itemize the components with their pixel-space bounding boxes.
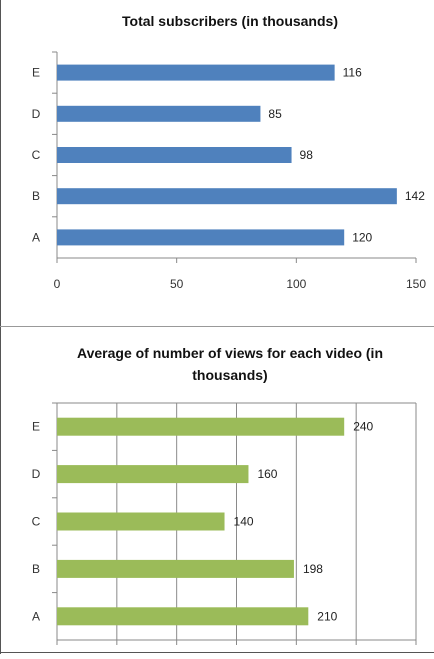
chart-title-line-1: Average of number of views for each vide…	[77, 345, 383, 361]
data-label: 120	[352, 230, 372, 244]
category-label: E	[32, 66, 40, 80]
data-label: 160	[257, 467, 277, 481]
category-label: B	[32, 189, 40, 203]
category-label: D	[32, 467, 41, 481]
data-label: 210	[317, 609, 337, 623]
category-label: E	[32, 420, 40, 434]
data-label: 116	[343, 66, 362, 80]
category-label: A	[32, 609, 40, 623]
bar	[57, 188, 397, 205]
views-plot-area: E 240 D 160 C 140 B 198 A 210	[32, 402, 417, 645]
category-label: B	[32, 562, 40, 576]
data-label: 98	[300, 148, 314, 162]
bar	[57, 607, 309, 626]
category-label: D	[32, 107, 41, 121]
data-label: 85	[268, 107, 282, 121]
x-tick-label: 0	[54, 277, 61, 291]
chart-title-line-2: thousands)	[192, 367, 267, 383]
bar	[57, 105, 261, 122]
category-label: C	[32, 515, 41, 529]
x-tick-label: 100	[286, 277, 306, 291]
data-label: 240	[353, 420, 373, 434]
data-label: 198	[303, 562, 323, 576]
bar	[57, 229, 345, 246]
x-tick-label: 150	[406, 277, 426, 291]
category-label: C	[32, 148, 41, 162]
x-tick-label: 50	[170, 277, 184, 291]
data-label: 142	[405, 189, 425, 203]
subscribers-plot-area: 0 50 100 150 E 116 D 85 C 98 B 142 A 120	[32, 51, 426, 291]
chart-title: Total subscribers (in thousands)	[122, 13, 338, 29]
bar	[57, 512, 225, 531]
bar	[57, 465, 249, 484]
bar	[57, 64, 335, 81]
category-label: A	[32, 230, 40, 244]
bar	[57, 559, 294, 578]
bar	[57, 417, 345, 436]
data-label: 140	[234, 515, 254, 529]
subscribers-chart: Total subscribers (in thousands) 0 50 100 1…	[32, 13, 427, 291]
bar	[57, 147, 292, 163]
views-chart: Average of number of views for each vide…	[32, 345, 417, 645]
